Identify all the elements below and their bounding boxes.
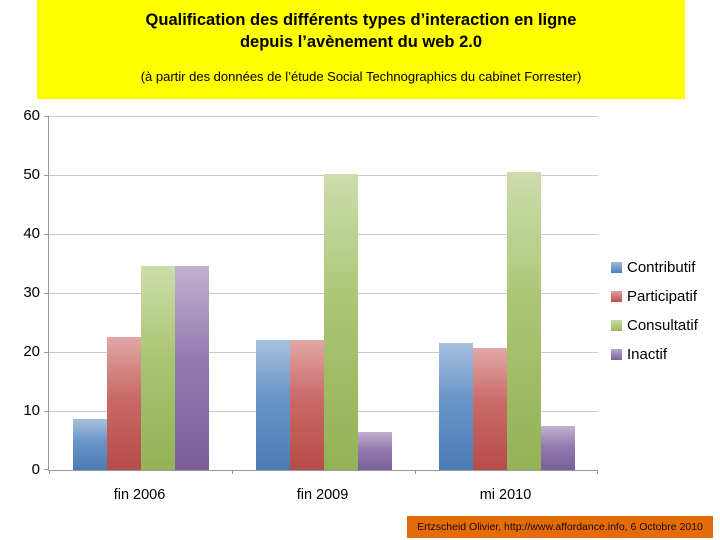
bar-contributif-fin-2009 xyxy=(255,340,290,470)
y-axis-label: 0 xyxy=(31,461,40,478)
y-axis-tick xyxy=(44,116,48,117)
title-banner: Qualification des différents types d’int… xyxy=(37,0,685,99)
bar-inactif-mi-2010 xyxy=(540,425,575,470)
bar-participatif-mi-2010 xyxy=(472,347,507,470)
x-axis-tick xyxy=(49,470,50,474)
legend-label: Participatif xyxy=(627,288,698,305)
y-axis-tick xyxy=(44,352,48,353)
plot-area xyxy=(44,116,598,474)
bar-participatif-fin-2009 xyxy=(289,340,324,470)
gridline xyxy=(49,116,598,117)
slide-title-line1: Qualification des différents types d’int… xyxy=(145,11,577,29)
legend-label: Inactif xyxy=(627,346,668,363)
x-axis-label: fin 2006 xyxy=(113,487,166,503)
contributif-swatch-icon xyxy=(611,262,622,273)
slide-subtitle: (à partir des données de l’étude Social … xyxy=(140,69,582,84)
inactif-swatch-icon xyxy=(611,349,622,360)
x-axis-tick xyxy=(415,470,416,474)
bar-contributif-fin-2006 xyxy=(72,418,107,470)
bar-consultatif-fin-2006 xyxy=(140,266,175,470)
credit-banner: Ertzscheid Olivier, http://www.affordanc… xyxy=(407,516,713,538)
legend-label: Consultatif xyxy=(627,317,698,334)
consultatif-swatch-icon xyxy=(611,320,622,331)
x-axis-tick xyxy=(232,470,233,474)
legend: Contributif Participatif Consultatif Inacti… xyxy=(611,253,698,369)
legend-label: Contributif xyxy=(627,259,696,276)
x-axis-tick xyxy=(597,470,598,474)
y-axis-label: 30 xyxy=(23,284,40,301)
legend-item-consultatif: Consultatif xyxy=(611,311,698,340)
bar-inactif-fin-2006 xyxy=(174,266,209,470)
x-axis-label: fin 2009 xyxy=(296,487,349,503)
x-axis-label: mi 2010 xyxy=(479,487,532,503)
bar-inactif-fin-2009 xyxy=(357,431,392,470)
y-axis-label: 20 xyxy=(23,343,40,360)
slide-title-line2: depuis l’avènement du web 2.0 xyxy=(239,33,483,51)
y-axis-label: 40 xyxy=(23,225,40,242)
y-axis-tick xyxy=(44,175,48,176)
bar-consultatif-mi-2010 xyxy=(506,172,541,470)
bar-participatif-fin-2006 xyxy=(106,337,141,470)
y-axis-label: 10 xyxy=(23,402,40,419)
credit-text: Ertzscheid Olivier, http://www.affordanc… xyxy=(417,521,703,533)
y-axis-tick xyxy=(44,234,48,235)
legend-item-contributif: Contributif xyxy=(611,253,698,282)
legend-item-inactif: Inactif xyxy=(611,340,698,369)
y-axis-tick xyxy=(44,293,48,294)
y-axis-label: 50 xyxy=(23,166,40,183)
legend-item-participatif: Participatif xyxy=(611,282,698,311)
y-axis-tick xyxy=(44,469,48,470)
bar-consultatif-fin-2009 xyxy=(323,173,358,470)
y-axis-tick xyxy=(44,411,48,412)
participatif-swatch-icon xyxy=(611,291,622,302)
y-axis-label: 60 xyxy=(23,107,40,124)
bar-contributif-mi-2010 xyxy=(438,343,473,470)
